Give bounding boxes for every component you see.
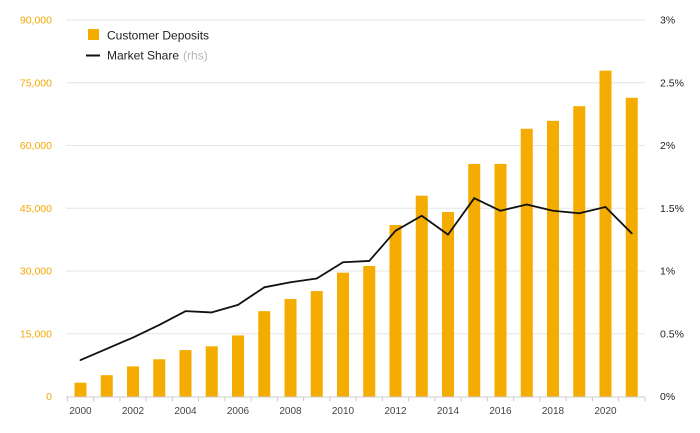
right-axis-ticks: 0% 0.5% 1% 1.5% 2% 2.5% 3% (660, 15, 684, 404)
point-market-share (289, 281, 292, 284)
point-market-share (237, 303, 239, 306)
x-axis-tick-label: 2012 (384, 406, 407, 417)
legend-swatch-customer-deposits (88, 29, 99, 40)
bar-customer-deposits (415, 195, 428, 397)
right-axis-tick-label: 2.5% (660, 77, 684, 89)
bar-customer-deposits (153, 359, 166, 397)
x-axis-tick-label: 2016 (489, 406, 512, 417)
bar-customer-deposits (337, 272, 349, 397)
bar-customer-deposits (284, 299, 297, 397)
point-market-share (263, 286, 266, 289)
x-axis (66, 396, 646, 402)
x-axis-tick-label: 2006 (227, 406, 250, 417)
bar-customer-deposits (74, 382, 87, 397)
bar-customer-deposits (310, 291, 323, 397)
x-axis-tick-label: 2002 (122, 406, 145, 417)
left-axis-tick-label: 75,000 (20, 77, 52, 89)
left-axis-tick-label: 90,000 (20, 15, 52, 27)
bar-customer-deposits (494, 163, 507, 397)
legend-label-market-share: Market Share (rhs) (107, 49, 208, 63)
bar-customer-deposits (625, 97, 638, 397)
point-market-share (105, 347, 108, 350)
bar-customer-deposits (127, 366, 139, 397)
point-market-share (184, 310, 187, 313)
bar-customer-deposits (258, 311, 271, 397)
point-market-share (158, 324, 161, 326)
right-axis-tick-label: 3% (660, 15, 675, 27)
left-axis-tick-label: 0 (46, 391, 52, 403)
point-market-share (578, 212, 581, 215)
bar-customer-deposits (205, 346, 218, 397)
bar-customer-deposits (179, 350, 192, 397)
x-axis-tick-label: 2020 (594, 406, 617, 417)
point-market-share (132, 336, 134, 339)
x-axis-ticks: 2000 2002 2004 2006 2008 2010 2012 2014 2016 2018… (69, 406, 617, 417)
right-axis-tick-label: 1% (660, 266, 675, 278)
point-market-share (473, 197, 476, 200)
legend-label-customer-deposits: Customer Deposits (107, 29, 209, 43)
right-axis-tick-label: 0% (660, 391, 675, 403)
point-market-share (604, 206, 607, 208)
x-axis-tick-label: 2010 (332, 406, 355, 417)
x-axis-tick-label: 2004 (174, 406, 197, 417)
left-axis-tick-label: 15,000 (20, 328, 52, 340)
point-market-share (315, 277, 318, 280)
market-share-line-group (79, 197, 633, 362)
x-axis-tick-label: 2000 (69, 406, 92, 417)
bar-customer-deposits (547, 120, 559, 397)
point-market-share (210, 311, 213, 314)
left-axis-tick-label: 60,000 (20, 140, 52, 152)
point-market-share (420, 214, 423, 217)
point-market-share (342, 261, 344, 264)
x-axis-tick-label: 2014 (437, 406, 460, 417)
point-market-share (499, 209, 502, 212)
legend: Customer Deposits Market Share (rhs) (86, 29, 209, 63)
deposit-bars (74, 70, 638, 397)
bar-customer-deposits (599, 70, 612, 397)
bar-customer-deposits (232, 335, 244, 397)
left-axis-tick-label: 45,000 (20, 203, 52, 215)
left-axis-tick-label: 30,000 (20, 266, 52, 278)
legend-label-market-share-suffix: (rhs) (183, 49, 208, 63)
point-market-share (447, 233, 449, 236)
left-axis-ticks: 0 15,000 30,000 45,000 60,000 75,000 90,000 (20, 15, 52, 404)
point-market-share (552, 209, 554, 212)
bar-customer-deposits (363, 265, 376, 397)
point-market-share (79, 359, 82, 362)
bar-customer-deposits (100, 375, 113, 397)
legend-label-market-share-name: Market Share (107, 49, 179, 63)
bar-customer-deposits (389, 224, 402, 397)
line-market-share (80, 197, 633, 361)
bar-customer-deposits (520, 128, 533, 397)
bar-customer-deposits (573, 106, 586, 397)
x-axis-tick-label: 2018 (542, 406, 565, 417)
right-axis-tick-label: 0.5% (660, 328, 684, 340)
bar-customer-deposits (468, 163, 481, 397)
point-market-share (525, 203, 528, 206)
right-axis-tick-label: 1.5% (660, 203, 684, 215)
point-market-share (394, 229, 397, 232)
right-axis-tick-label: 2% (660, 140, 675, 152)
point-market-share (630, 232, 633, 235)
x-axis-tick-label: 2008 (279, 406, 302, 417)
bar-customer-deposits (442, 212, 454, 397)
point-market-share (368, 260, 371, 262)
